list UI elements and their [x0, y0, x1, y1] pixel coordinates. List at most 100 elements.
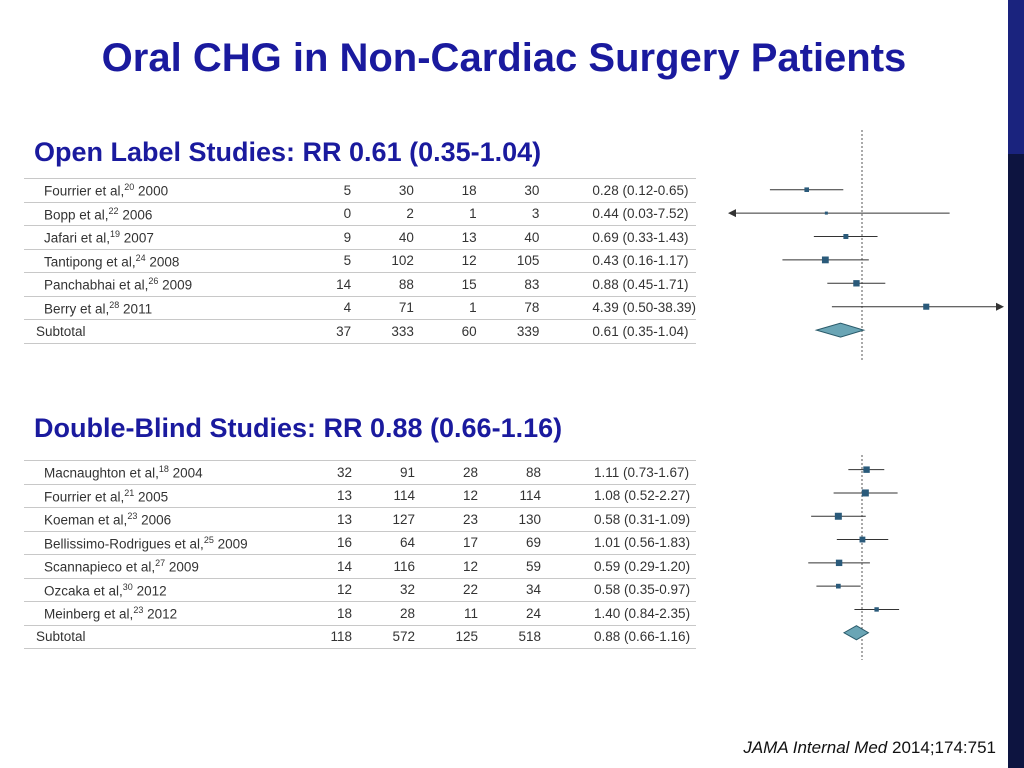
reference-number: 30 [122, 581, 133, 592]
study-name-cell: Subtotal [24, 624, 312, 649]
point-estimate-marker [804, 187, 810, 192]
events-chg-cell: 32 [312, 460, 352, 484]
total-chg-cell: 88 [351, 272, 414, 296]
table-row: Tantipong et al,24 2008 5 102 12 105 0.43 (0.… [24, 248, 696, 273]
events-control-cell: 12 [413, 248, 477, 273]
side-accent-bar-top [1008, 0, 1024, 154]
reference-number: 23 [127, 511, 138, 521]
study-name-cell: Fourrier et al,20 2000 [24, 178, 312, 202]
events-control-cell: 13 [413, 225, 477, 249]
events-control-cell: 17 [415, 530, 478, 555]
events-chg-cell: 9 [311, 225, 352, 249]
events-control-cell: 18 [413, 178, 477, 202]
events-chg-cell: 5 [311, 248, 352, 273]
events-chg-cell: 13 [312, 483, 352, 508]
study-name-cell: Berry et al,28 2011 [24, 295, 312, 320]
table-row: Bopp et al,22 2006 0 2 1 3 0.44 (0.03-7.52) [24, 201, 696, 226]
subtotal-diamond [814, 322, 866, 338]
open-label-heading: Open Label Studies: RR 0.61 (0.35-1.04) [34, 137, 542, 167]
table-row: Jafari et al,19 2007 9 40 13 40 0.69 (0.33-1.… [24, 225, 696, 249]
risk-ratio-cell: 1.11 (0.73-1.67) [541, 460, 696, 484]
citation: JAMA Internal Med 2014;174:751 [743, 738, 996, 758]
events-control-cell: 23 [415, 507, 478, 531]
study-name-cell: Panchabhai et al,26 2009 [24, 272, 312, 296]
slide-title: Oral CHG in Non-Cardiac Surgery Patients [101, 36, 907, 80]
reference-number: 18 [158, 464, 169, 474]
events-chg-cell: 18 [312, 601, 352, 625]
events-control-cell: 1 [413, 295, 477, 320]
events-control-cell: 12 [415, 554, 478, 578]
risk-ratio-cell: 0.61 (0.35-1.04) [539, 319, 696, 344]
total-chg-cell: 572 [352, 624, 415, 649]
subtotal-row: Subtotal 118 572 125 518 0.88 (0.66-1.16) [24, 624, 696, 649]
events-chg-cell: 0 [311, 201, 352, 226]
events-control-cell: 22 [415, 577, 478, 602]
study-name-cell: Fourrier et al,21 2005 [24, 483, 312, 508]
total-control-cell: 114 [478, 483, 541, 508]
events-chg-cell: 118 [312, 624, 352, 649]
events-chg-cell: 4 [311, 295, 352, 320]
reference-number: 23 [133, 605, 144, 615]
subtotal-row: Subtotal 37 333 60 339 0.61 (0.35-1.04) [24, 319, 696, 344]
table-row: Meinberg et al,23 2012 18 28 11 24 1.40 (0.84… [24, 601, 696, 625]
total-chg-cell: 2 [351, 201, 414, 226]
events-control-cell: 1 [413, 201, 477, 226]
point-estimate-marker [821, 256, 829, 264]
open-label-forest-plot [728, 130, 1004, 360]
open-label-table: Fourrier et al,20 2000 5 30 18 30 0.28 (0.12-… [24, 178, 696, 344]
events-chg-cell: 14 [311, 272, 352, 296]
study-name-cell: Tantipong et al,24 2008 [24, 248, 312, 273]
total-control-cell: 130 [478, 507, 541, 531]
total-chg-cell: 40 [351, 225, 414, 249]
events-control-cell: 125 [415, 624, 478, 649]
risk-ratio-cell: 0.44 (0.03-7.52) [539, 201, 696, 226]
total-chg-cell: 114 [352, 483, 415, 508]
events-chg-cell: 16 [312, 530, 352, 555]
study-name-cell: Subtotal [24, 319, 312, 344]
study-name-cell: Koeman et al,23 2006 [24, 507, 312, 531]
total-control-cell: 40 [476, 225, 540, 249]
reference-number: 24 [135, 252, 146, 263]
risk-ratio-cell: 1.08 (0.52-2.27) [541, 483, 696, 508]
total-control-cell: 34 [478, 577, 541, 602]
events-control-cell: 11 [415, 601, 478, 625]
point-estimate-marker [874, 607, 879, 612]
citation-volume: 2014;174:751 [892, 738, 996, 757]
ci-arrow-right [996, 302, 1004, 311]
total-chg-cell: 102 [351, 248, 414, 273]
risk-ratio-cell: 1.40 (0.84-2.35) [541, 601, 696, 625]
study-name-cell: Bopp et al,22 2006 [24, 201, 312, 226]
table-row: Fourrier et al,21 2005 13 114 12 114 1.08 (0.… [24, 483, 696, 508]
total-control-cell: 3 [476, 201, 540, 226]
point-estimate-marker [835, 559, 843, 567]
reference-number: 26 [148, 276, 159, 286]
total-chg-cell: 91 [352, 460, 415, 484]
point-estimate-marker [835, 583, 841, 589]
table-row: Scannapieco et al,27 2009 14 116 12 59 0.59 (… [24, 554, 696, 578]
risk-ratio-cell: 4.39 (0.50-38.39) [539, 295, 696, 320]
study-name-cell: Scannapieco et al,27 2009 [24, 554, 312, 578]
risk-ratio-cell: 0.58 (0.31-1.09) [541, 507, 696, 531]
point-estimate-marker [923, 303, 930, 310]
events-chg-cell: 12 [312, 577, 352, 602]
study-name-cell: Ozcaka et al,30 2012 [24, 577, 312, 602]
events-chg-cell: 37 [311, 319, 352, 344]
double-blind-heading: Double-Blind Studies: RR 0.88 (0.66-1.16… [34, 413, 563, 443]
events-chg-cell: 5 [311, 178, 352, 202]
study-name-cell: Meinberg et al,23 2012 [24, 601, 312, 625]
table-row: Panchabhai et al,26 2009 14 88 15 83 0.88 (0.… [24, 272, 696, 296]
events-control-cell: 15 [413, 272, 477, 296]
risk-ratio-cell: 0.88 (0.66-1.16) [541, 624, 696, 649]
total-control-cell: 83 [476, 272, 540, 296]
table-row: Berry et al,28 2011 4 71 1 78 4.39 (0.50-38.3… [24, 295, 696, 320]
double-blind-forest-plot [808, 455, 900, 660]
table-row: Koeman et al,23 2006 13 127 23 130 0.58 (0.31… [24, 507, 696, 531]
double-blind-table: Macnaughton et al,18 2004 32 91 28 88 1.11 (0… [24, 460, 696, 649]
risk-ratio-cell: 0.43 (0.16-1.17) [539, 248, 696, 273]
total-chg-cell: 32 [352, 577, 415, 602]
point-estimate-marker [863, 466, 870, 473]
reference-number: 25 [203, 534, 214, 545]
total-chg-cell: 71 [351, 295, 414, 320]
table-row: Bellissimo-Rodrigues et al,25 2009 16 64 17… [24, 530, 696, 555]
point-estimate-marker [834, 512, 842, 520]
